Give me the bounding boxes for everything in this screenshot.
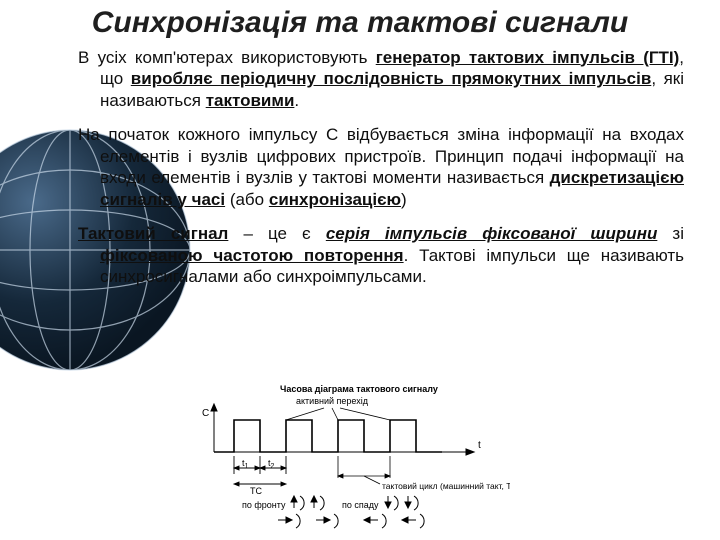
timing-diagram-svg: C t [190, 390, 510, 540]
diagram-caption-top: Часова діаграма тактового сигналу [280, 384, 438, 394]
p2-text-b: (або [225, 190, 269, 209]
paragraph-3: Тактовий сигнал – це є серія імпульсів ф… [78, 223, 684, 288]
p3-clock-signal: Тактовий сигнал [78, 224, 228, 243]
p1-text-a: В усіх комп'ютерах використовують [78, 48, 376, 67]
content: В усіх комп'ютерах використовують генера… [0, 41, 720, 289]
p1-taktovymy: тактовими [206, 91, 295, 110]
axis-y-label: C [202, 408, 209, 419]
p3-text-a: – це є [228, 224, 325, 243]
timing-diagram: Часова діаграма тактового сигналу активн… [190, 390, 510, 540]
p3-text-b: зі [657, 224, 684, 243]
p2-synchronization: синхронізацією [269, 190, 401, 209]
paragraph-1: В усіх комп'ютерах використовують генера… [78, 47, 684, 112]
diagram-active-transition: активний перехід [296, 396, 368, 406]
page-title: Синхронізація та тактові сигнали [0, 0, 720, 41]
p1-gti: генератор тактових імпульсів (ГТІ) [376, 48, 680, 67]
fall-label: по спаду [342, 500, 379, 510]
paragraph-2: На початок кожного імпульсу С відбуваєть… [78, 124, 684, 211]
p1-text-d: . [294, 91, 299, 110]
front-label: по фронту [242, 500, 286, 510]
tc-label: ТС [250, 486, 262, 496]
clock-cycle-label: тактовий цикл (машинний такт, TC) [382, 481, 510, 491]
p2-text-c: ) [401, 190, 407, 209]
p3-pulse-series: серія імпульсів фіксованої ширини [326, 224, 658, 243]
slide: Синхронізація та тактові сигнали В усіх … [0, 0, 720, 540]
axis-x-label: t [478, 440, 481, 451]
p3-fixed-freq: фіксованою частотою повторення [100, 246, 404, 265]
p1-sequence: виробляє періодичну послідовність прямок… [131, 69, 652, 88]
